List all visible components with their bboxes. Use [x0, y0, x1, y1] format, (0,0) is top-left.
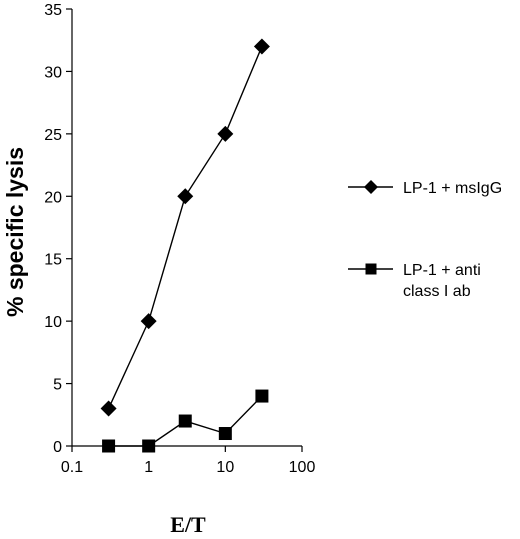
data-point [178, 414, 192, 428]
legend-entry-1: LP-1 + msIgG [348, 180, 502, 197]
data-point [140, 313, 157, 330]
legend-label: LP-1 + msIgG [403, 180, 502, 197]
legend-label: LP-1 + anti class I ab [403, 262, 481, 300]
x-tick-label: 0.1 [61, 459, 83, 476]
y-tick-label: 35 [44, 2, 62, 19]
legend-label-line: LP-1 + msIgG [403, 180, 502, 197]
y-tick-label: 15 [44, 252, 62, 269]
legend: LP-1 + msIgG LP-1 + anti class I ab [348, 180, 502, 300]
x-tick-label: 10 [216, 459, 234, 476]
data-point [142, 439, 156, 453]
y-tick-label: 30 [44, 64, 62, 81]
data-point [218, 427, 232, 441]
series-2 [102, 389, 269, 453]
series-line [107, 46, 263, 409]
series-1 [100, 38, 270, 417]
data-point [253, 38, 270, 55]
series-layer [100, 38, 270, 453]
y-tick-label: 10 [44, 314, 62, 331]
y-axis-label: % specific lysis [2, 147, 28, 317]
y-tick-label: 20 [44, 189, 62, 206]
data-point [217, 125, 234, 142]
legend-entry-2: LP-1 + anti class I ab [348, 262, 481, 300]
data-point [102, 439, 116, 453]
data-point [100, 400, 117, 417]
y-tick-label: 5 [53, 377, 62, 394]
legend-label-line: class I ab [403, 283, 471, 300]
data-point [255, 389, 269, 403]
x-tick-label: 100 [289, 459, 316, 476]
data-point [177, 188, 194, 205]
x-tick-label: 1 [144, 459, 153, 476]
x-axis-label: E/T [170, 512, 206, 537]
legend-label-line: LP-1 + anti [403, 262, 481, 279]
legend-marker [364, 180, 378, 194]
axes: 0 5 10 15 20 25 30 35 0.1 1 10 100 [44, 2, 315, 476]
y-tick-label: 0 [53, 439, 62, 456]
y-tick-label: 25 [44, 127, 62, 144]
legend-marker [365, 263, 377, 275]
